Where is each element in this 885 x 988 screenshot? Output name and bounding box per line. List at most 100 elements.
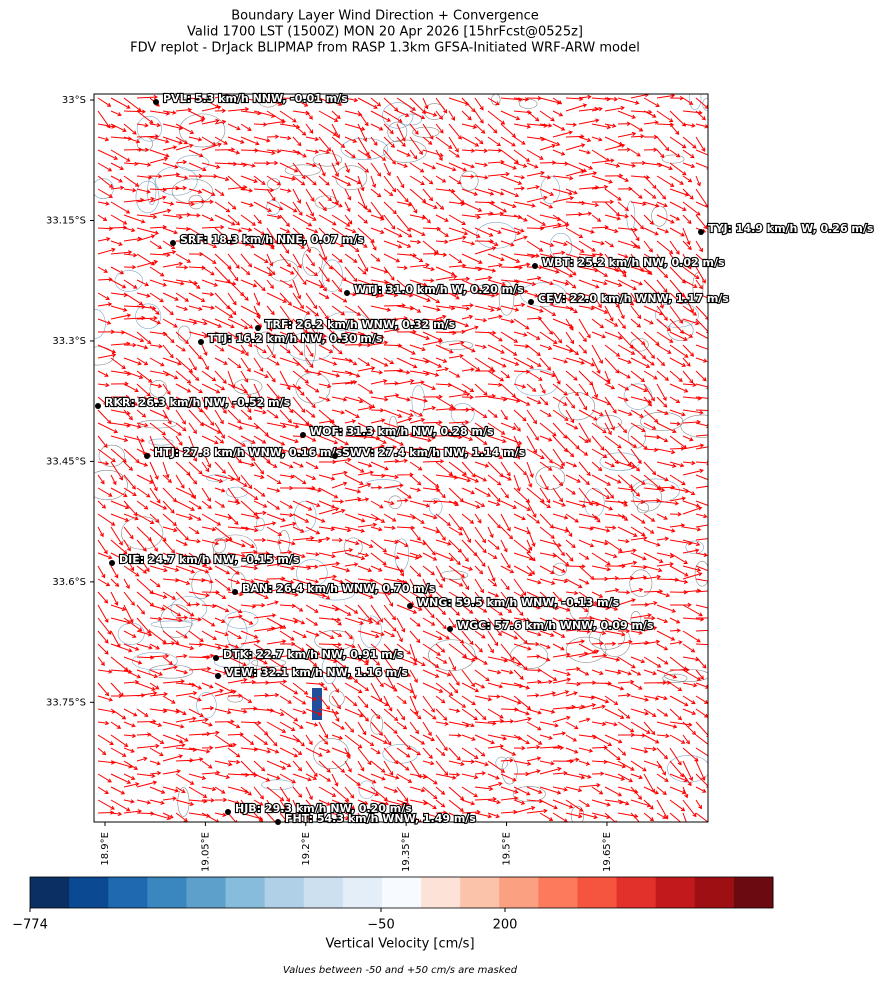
wind-vector: [123, 396, 138, 406]
wind-vector: [695, 604, 708, 609]
terrain-contour: [136, 115, 162, 142]
wind-vector: [227, 721, 241, 729]
wind-vector: [539, 279, 554, 286]
wind-vector: [552, 669, 571, 677]
wind-vector: [253, 149, 276, 156]
wind-vector: [656, 136, 670, 152]
wind-vector: [487, 578, 498, 587]
wind-vector: [461, 325, 479, 333]
wind-vector: [682, 682, 698, 688]
wind-vector: [435, 162, 457, 172]
wind-vector: [175, 396, 195, 407]
wind-vector: [435, 643, 446, 653]
wind-vector: [630, 682, 643, 690]
wind-vector: [487, 344, 505, 354]
wind-vector: [409, 123, 419, 135]
colorbar-swatch: [381, 877, 422, 908]
colorbar-swatch: [264, 877, 305, 908]
colorbar-swatch: [499, 877, 539, 908]
wind-vector: [513, 175, 526, 180]
wind-vector: [513, 513, 526, 521]
wind-vector: [643, 695, 660, 701]
wind-vector: [669, 136, 687, 149]
y-tick-label: 33.45°S: [46, 456, 86, 467]
wind-vector: [513, 604, 524, 617]
wind-vector: [253, 474, 265, 480]
wind-vector: [162, 331, 175, 344]
wind-vector: [461, 422, 475, 436]
wind-vector: [227, 630, 242, 639]
wind-vector: [305, 123, 314, 134]
wind-vector: [370, 526, 383, 532]
wind-vector: [513, 186, 525, 191]
wind-vector: [253, 435, 267, 444]
wind-vector: [500, 370, 510, 379]
wind-vector: [695, 434, 708, 437]
wind-vector: [136, 214, 158, 220]
terrain-contour: [114, 270, 144, 292]
wind-vector: [682, 214, 692, 225]
wind-vector: [474, 513, 482, 524]
wind-vector: [396, 539, 409, 547]
station-dot: [144, 453, 150, 459]
wind-vector: [175, 643, 195, 651]
wind-vector: [695, 643, 708, 646]
wind-vector: [630, 149, 641, 157]
wind-vector: [175, 716, 197, 723]
wind-vector: [292, 383, 305, 396]
wind-vector: [500, 253, 521, 263]
wind-vector: [513, 617, 528, 622]
wind-vector: [123, 214, 146, 224]
wind-vector: [305, 357, 314, 369]
wind-vector: [175, 552, 189, 558]
wind-vector: [175, 159, 188, 165]
wind-vector: [266, 318, 273, 332]
wind-vector: [305, 526, 321, 535]
terrain-contour: [326, 311, 368, 332]
wind-vector: [318, 669, 331, 677]
wind-vector: [682, 669, 702, 681]
wind-vector: [396, 214, 411, 232]
wind-vector: [695, 97, 708, 109]
wind-vector: [669, 149, 681, 158]
wind-vector: [682, 443, 705, 450]
wind-vector: [578, 344, 588, 354]
wind-vector: [396, 110, 410, 118]
wind-vector: [370, 708, 381, 720]
wind-vector: [435, 123, 444, 134]
wind-vector: [474, 461, 490, 468]
wind-vector: [448, 370, 461, 378]
wind-vector: [513, 682, 531, 690]
wind-vector: [565, 253, 583, 261]
wind-vector: [435, 252, 448, 257]
wind-vector: [526, 630, 542, 637]
wind-vector: [162, 695, 176, 704]
wind-vector: [565, 552, 574, 562]
wind-vector: [279, 292, 292, 306]
station-label: PVL: 5.3 km/h NNW, -0.01 m/s: [163, 92, 348, 105]
wind-vector: [682, 331, 694, 338]
wind-vector: [643, 708, 657, 717]
wind-vector: [396, 357, 418, 369]
wind-vector: [357, 522, 378, 528]
wind-vector: [552, 409, 569, 421]
wind-vector: [448, 448, 459, 458]
wind-vector: [162, 201, 175, 206]
wind-vector: [474, 275, 493, 281]
wind-vector: [123, 679, 140, 685]
wind-vector: [435, 565, 446, 582]
wind-vector: [136, 234, 156, 242]
wind-vector: [305, 344, 314, 358]
wind-vector: [383, 617, 397, 632]
y-tick-label: 33.3°S: [52, 336, 86, 347]
wind-vector: [266, 526, 283, 536]
wind-vector: [123, 136, 141, 144]
terrain-contour: [170, 596, 208, 622]
wind-vector: [396, 344, 416, 355]
wind-vector: [422, 435, 436, 440]
wind-vector: [279, 549, 293, 555]
station-label: SRF: 18.3 km/h NNE, 0.07 m/s: [180, 233, 364, 246]
wind-vector: [669, 409, 686, 417]
wind-vector: [240, 123, 252, 131]
wind-vector: [461, 188, 479, 196]
